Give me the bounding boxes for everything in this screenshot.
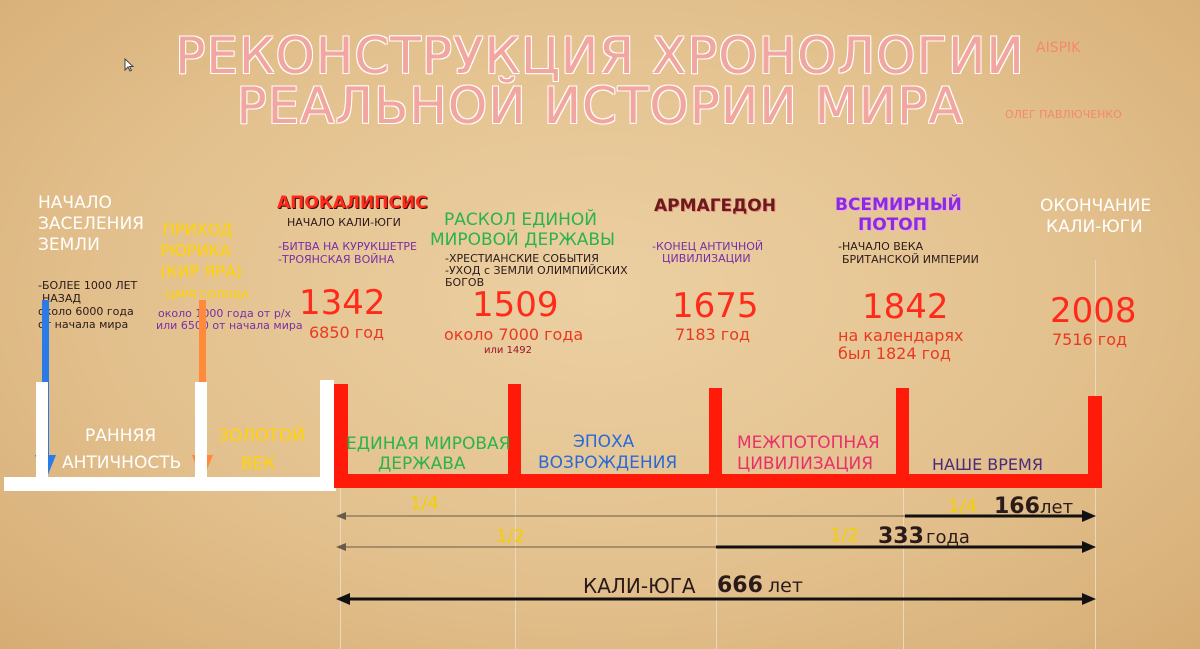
rurik-heading-3: (КИР ЯРА)	[160, 262, 243, 281]
era-interflood-1: МЕЖПОТОПНАЯ	[737, 433, 880, 453]
apocalypse-subtitle: НАЧАЛО КАЛИ-ЮГИ	[287, 216, 401, 229]
split-note-3: БОГОВ	[445, 276, 485, 289]
era-united-2: ДЕРЖАВА	[378, 454, 466, 474]
quarter-right-label: 1/4	[948, 496, 977, 517]
end-title-1: ОКОНЧАНИЕ	[1040, 196, 1152, 216]
white-tick	[36, 382, 48, 482]
era-renaissance-1: ЭПОХА	[573, 432, 635, 452]
guide-line	[716, 470, 717, 649]
start-note-4: от начала мира	[38, 318, 129, 331]
era-early-1: РАННЯЯ	[85, 426, 157, 446]
start-note-1: -БОЛЕЕ 1000 ЛЕТ	[38, 279, 138, 292]
era-interflood-2: ЦИВИЛИЗАЦИЯ	[737, 454, 874, 474]
quarter-years-number: 166	[994, 494, 1040, 519]
white-tick	[195, 382, 207, 482]
guide-line	[515, 470, 516, 649]
flood-note-1: -НАЧАЛО ВЕКА	[838, 240, 924, 253]
apocalypse-note-2: -ТРОЯНСКАЯ ВОЙНА	[278, 253, 395, 266]
red-tick-2008	[1088, 396, 1102, 488]
red-tick-1675	[709, 388, 722, 488]
red-tick-1342	[334, 384, 348, 488]
half-years-unit: года	[926, 527, 970, 548]
split-alt: около 7000 года	[444, 325, 584, 344]
start-heading-3: ЗЕМЛИ	[38, 235, 100, 255]
rurik-heading-2: РЮРИКА	[160, 241, 231, 260]
flood-alt: на календарях	[838, 326, 964, 345]
red-tick-1842	[896, 388, 909, 488]
white-tick	[320, 380, 334, 485]
guide-line	[340, 470, 341, 649]
half-right-label: 1/2	[830, 525, 859, 546]
cursor-icon	[124, 58, 134, 72]
rurik-note-1: около 1000 года от р/х	[158, 307, 292, 320]
red-tick-1509	[508, 384, 521, 488]
flood-year: 1842	[862, 287, 949, 327]
white-timeline-bar	[4, 477, 336, 491]
flood-alt-2: был 1824 год	[838, 344, 951, 363]
era-ourtime: НАШЕ ВРЕМЯ	[932, 455, 1043, 474]
span-arrows	[336, 510, 1096, 605]
half-left-label: 1/2	[496, 526, 525, 547]
title-line-1: РЕКОНСТРУКЦИЯ ХРОНОЛОГИИ	[175, 27, 1025, 85]
kali-label: КАЛИ-ЮГА	[583, 574, 696, 598]
kali-years-unit: лет	[768, 575, 803, 597]
half-years-number: 333	[878, 524, 924, 549]
kali-years-number: 666	[717, 573, 763, 598]
end-year: 2008	[1050, 291, 1137, 331]
split-alt-2: или 1492	[484, 345, 533, 356]
start-heading-2: ЗАСЕЛЕНИЯ	[38, 214, 144, 234]
flood-note-2: БРИТАНСКОЙ ИМПЕРИИ	[842, 253, 979, 266]
rurik-sub: -ЦАРЯ СОЛНЦА	[162, 288, 249, 301]
split-note-1: -ХРЕСТИАНСКИЕ СОБЫТИЯ	[445, 252, 599, 265]
rurik-note-2: или 6500 от начала мира	[156, 319, 303, 332]
split-note-2: -УХОД с ЗЕМЛИ ОЛИМПИЙСКИХ	[445, 264, 628, 277]
quarter-years-unit: лет	[1040, 497, 1074, 518]
start-note-3: около 6000 года	[38, 305, 134, 318]
split-year: 1509	[472, 285, 559, 325]
apocalypse-title: АПОКАЛИПСИС	[277, 193, 428, 213]
apocalypse-year: 1342	[299, 283, 386, 323]
era-golden-2: ВЕК	[241, 454, 276, 474]
armageddon-title: АРМАГЕДОН	[654, 196, 776, 216]
end-alt: 7516 год	[1052, 330, 1128, 349]
armageddon-note-1: -КОНЕЦ АНТИЧНОЙ	[652, 240, 764, 253]
brand-label: AISPIK	[1036, 40, 1081, 56]
armageddon-alt: 7183 год	[675, 325, 751, 344]
split-title-2: МИРОВОЙ ДЕРЖАВЫ	[430, 230, 616, 250]
rurik-heading-1: ПРИХОД	[163, 220, 233, 239]
quarter-left-label: 1/4	[410, 493, 439, 514]
armageddon-note-2: ЦИВИЛИЗАЦИИ	[662, 252, 751, 265]
start-note-2: НАЗАД	[42, 292, 81, 305]
armageddon-year: 1675	[672, 286, 759, 326]
era-renaissance-2: ВОЗРОЖДЕНИЯ	[538, 453, 678, 473]
end-title-2: КАЛИ-ЮГИ	[1046, 217, 1143, 237]
apocalypse-alt: 6850 год	[309, 323, 385, 342]
flood-title-2: ПОТОП	[858, 215, 927, 235]
era-early-2: АНТИЧНОСТЬ	[62, 453, 182, 473]
guide-line	[903, 470, 904, 649]
flood-title-1: ВСЕМИРНЫЙ	[835, 195, 962, 215]
split-title-1: РАСКОЛ ЕДИНОЙ	[444, 210, 598, 230]
start-heading-1: НАЧАЛО	[38, 193, 112, 213]
era-golden-1: ЗОЛОТОЙ	[218, 426, 305, 446]
title-line-2: РЕАЛЬНОЙ ИСТОРИИ МИРА	[236, 77, 964, 135]
author-label: ОЛЕГ ПАВЛЮЧЕНКО	[1005, 108, 1122, 121]
era-united-1: ЕДИНАЯ МИРОВАЯ	[346, 434, 511, 454]
apocalypse-note-1: -БИТВА НА КУРУКШЕТРЕ	[278, 240, 417, 253]
